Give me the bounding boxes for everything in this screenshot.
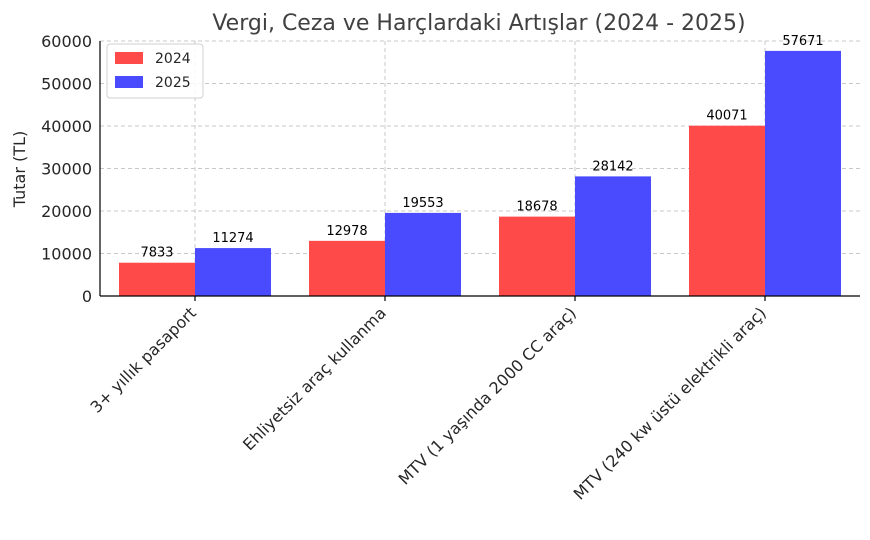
chart-title: Vergi, Ceza ve Harçlardaki Artışlar (202… <box>212 11 745 36</box>
bars <box>119 50 841 297</box>
y-tick-label: 40000 <box>41 117 92 136</box>
y-tick-label: 0 <box>82 287 92 306</box>
y-tick-label: 10000 <box>41 245 92 264</box>
bar-2025-2 <box>575 176 651 296</box>
data-label: 12978 <box>326 224 367 239</box>
bar-2024-0 <box>119 262 195 296</box>
legend-label-2024: 2024 <box>155 51 191 67</box>
legend-swatch-2025 <box>115 76 143 88</box>
legend-label-2025: 2025 <box>155 75 191 91</box>
x-tick-label: Ehliyetsiz araç kullanma <box>239 303 390 454</box>
bar-2024-3 <box>689 125 765 297</box>
bar-2024-2 <box>499 216 575 296</box>
bar-2025-1 <box>385 212 461 296</box>
bar-2025-0 <box>195 248 271 296</box>
data-label: 19553 <box>402 196 443 211</box>
data-label: 7833 <box>140 246 173 261</box>
data-label: 28142 <box>592 159 633 174</box>
legend: 2024 2025 <box>106 43 204 99</box>
x-tick-label: MTV (1 yaşında 2000 CC araç) <box>395 303 580 488</box>
data-label: 18678 <box>516 200 557 215</box>
y-tick-label: 30000 <box>41 160 92 179</box>
legend-swatch-2024 <box>115 52 143 64</box>
y-tick-label: 60000 <box>41 32 92 51</box>
y-tick-label: 50000 <box>41 75 92 94</box>
x-tick-label: 3+ yıllık pasaport <box>87 303 200 416</box>
bar-2024-1 <box>309 240 385 296</box>
data-labels: 7833 12978 18678 40071 11274 19553 28142 57671 <box>140 34 823 261</box>
y-tick-label: 20000 <box>41 202 92 221</box>
data-label: 11274 <box>212 231 253 246</box>
bar-2025-3 <box>765 50 841 296</box>
data-label: 57671 <box>782 34 823 49</box>
data-label: 40071 <box>706 109 747 124</box>
x-tick-label: MTV (240 kw üstü elektrikli araç) <box>570 303 770 503</box>
y-axis-label: Tutar (TL) <box>10 131 29 208</box>
